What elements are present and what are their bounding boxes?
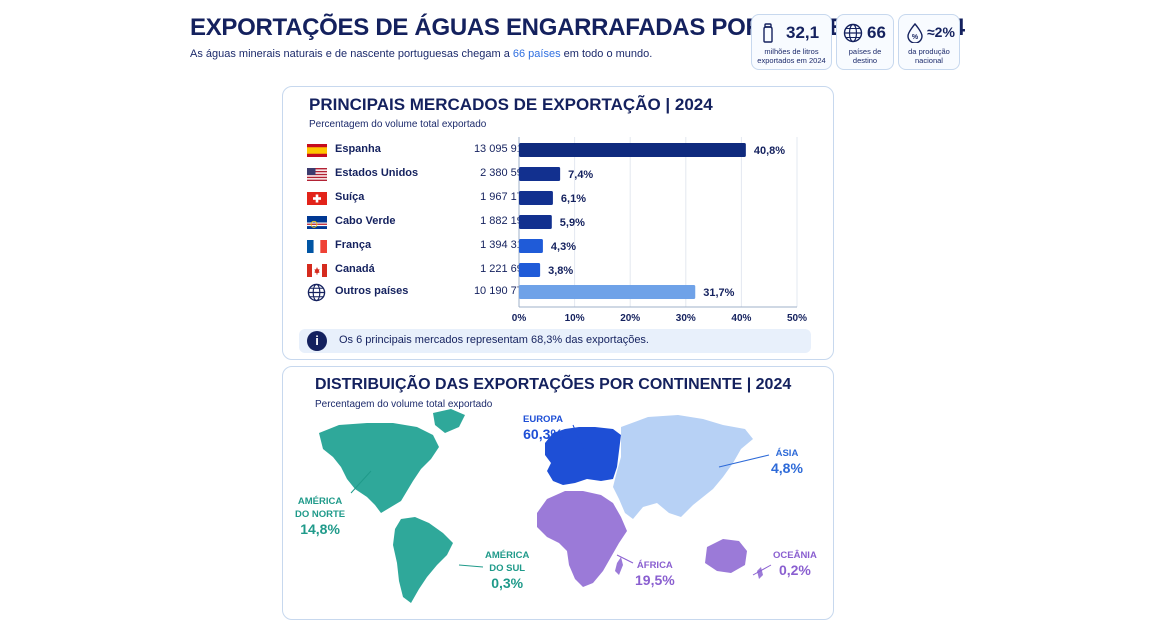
- bottle-icon: [763, 23, 773, 43]
- volume-label: 13 095 910: [473, 143, 529, 155]
- label-africa: ÁFRICA 19,5%: [635, 560, 675, 588]
- cape-verde-flag-icon: [307, 216, 327, 229]
- bar: [519, 239, 543, 253]
- globe-icon: [307, 283, 326, 302]
- label-asia: ÁSIA 4,8%: [771, 448, 803, 476]
- map-madagascar: [615, 557, 623, 575]
- markets-subtitle: Percentagem do volume total exportado: [309, 119, 487, 130]
- volume-label: 1 221 695: [480, 263, 529, 275]
- country-label: França: [335, 239, 372, 251]
- bar: [519, 191, 553, 205]
- bar-value-label: 31,7%: [703, 287, 734, 299]
- bar: [519, 167, 561, 181]
- bar: [519, 215, 552, 229]
- bar-value-label: 5,9%: [560, 217, 585, 229]
- x-tick-label: 30%: [676, 313, 696, 324]
- market-row-franca: França 1 394 312: [307, 237, 529, 255]
- volume-label: 10 190 770: [473, 285, 529, 297]
- water-drop-percent-icon: %: [907, 23, 923, 43]
- volume-label: 2 380 593: [480, 167, 529, 179]
- country-label: Suíça: [335, 191, 365, 203]
- markets-panel: PRINCIPAIS MERCADOS DE EXPORTAÇÃO | 2024…: [282, 86, 834, 360]
- globe-icon: [843, 23, 863, 43]
- subtitle-highlight: 66 países: [512, 48, 561, 60]
- subtitle-text-pre: As águas minerais naturais e de nascente…: [190, 48, 510, 60]
- country-label: Cabo Verde: [335, 215, 396, 227]
- volume-label: 1 394 312: [480, 239, 529, 251]
- bar-value-label: 7,4%: [568, 169, 593, 181]
- map-africa: [537, 491, 627, 587]
- map-oceania: [705, 539, 747, 573]
- bar-value-label: 3,8%: [548, 265, 573, 277]
- market-row-espanha: Espanha 13 095 910: [307, 141, 529, 159]
- bar: [519, 263, 541, 277]
- stat-label: da produção nacional: [908, 47, 950, 65]
- markets-title: PRINCIPAIS MERCADOS DE EXPORTAÇÃO | 2024: [309, 95, 713, 114]
- volume-label: 1 967 179: [480, 191, 529, 203]
- bar-value-label: 6,1%: [561, 193, 586, 205]
- label-north-america: AMÉRICA DO NORTE 14,8%: [295, 496, 346, 537]
- market-row-outros: Outros países 10 190 770: [307, 283, 529, 302]
- country-label: Canadá: [335, 263, 375, 275]
- label-south-america: AMÉRICA DO SUL 0,3%: [485, 550, 530, 591]
- info-note: i Os 6 principais mercados representam 6…: [299, 329, 811, 353]
- x-tick-label: 50%: [787, 313, 807, 324]
- svg-text:%: %: [912, 34, 919, 41]
- bar-value-label: 4,3%: [551, 241, 576, 253]
- country-label: Espanha: [335, 143, 381, 155]
- stat-value: 66: [867, 23, 886, 42]
- page-subtitle: As águas minerais naturais e de nascente…: [190, 48, 652, 60]
- continents-subtitle: Percentagem do volume total exportado: [315, 399, 493, 410]
- page-title: EXPORTAÇÕES DE ÁGUAS ENGARRAFADAS PORTUG…: [190, 14, 965, 41]
- spain-flag-icon: [307, 144, 327, 157]
- stat-label: milhões de litros exportados em 2024: [757, 47, 826, 65]
- market-row-estados-unidos: Estados Unidos 2 380 593: [307, 165, 529, 183]
- volume-label: 1 882 197: [480, 215, 529, 227]
- map-south-america: [393, 517, 453, 603]
- stat-card-countries: 66 países de destino: [836, 14, 894, 70]
- country-label: Estados Unidos: [335, 167, 419, 179]
- continents-panel: DISTRIBUIÇÃO DAS EXPORTAÇÕES POR CONTINE…: [282, 366, 834, 620]
- x-tick-label: 40%: [731, 313, 751, 324]
- stat-card-share: % ≈2% da produção nacional: [898, 14, 960, 70]
- canada-flag-icon: [307, 264, 327, 277]
- bar: [519, 285, 696, 299]
- info-icon: i: [307, 331, 327, 351]
- stat-value: 32,1: [786, 23, 820, 42]
- market-row-suica: Suíça 1 967 179: [307, 189, 529, 207]
- label-oceania: OCEÂNIA 0,2%: [773, 550, 817, 578]
- country-label: Outros países: [335, 285, 409, 297]
- map-greenland: [433, 409, 465, 433]
- switzerland-flag-icon: [307, 192, 327, 205]
- map-north-america: [319, 423, 439, 513]
- world-map: [319, 409, 772, 603]
- subtitle-text-post: em todo o mundo.: [563, 48, 653, 60]
- stat-value: ≈2%: [927, 24, 955, 40]
- usa-flag-icon: [307, 168, 327, 181]
- france-flag-icon: [307, 240, 327, 253]
- label-europa: EUROPA 60,3%: [523, 414, 563, 442]
- x-tick-label: 0%: [512, 313, 527, 324]
- info-note-text: Os 6 principais mercados representam 68,…: [339, 334, 649, 346]
- market-row-cabo-verde: Cabo Verde 1 882 197: [307, 213, 529, 231]
- markets-bar-chart: 40,8% 7,4% 6,1% 5,9% 4,3% 3,8% 31,7% 0% 10% 20% 3…: [512, 137, 807, 324]
- x-tick-label: 20%: [620, 313, 640, 324]
- map-europe: [545, 427, 621, 485]
- stat-label: países de destino: [848, 47, 882, 65]
- stat-card-volume: 32,1 milhões de litros exportados em 202…: [751, 14, 832, 70]
- map-new-zealand: [757, 567, 763, 579]
- continents-title: DISTRIBUIÇÃO DAS EXPORTAÇÕES POR CONTINE…: [315, 376, 792, 393]
- map-asia: [613, 415, 753, 519]
- x-tick-label: 10%: [565, 313, 585, 324]
- bar: [519, 143, 746, 157]
- market-row-canada: Canadá 1 221 695: [307, 261, 529, 279]
- bar-value-label: 40,8%: [754, 145, 785, 157]
